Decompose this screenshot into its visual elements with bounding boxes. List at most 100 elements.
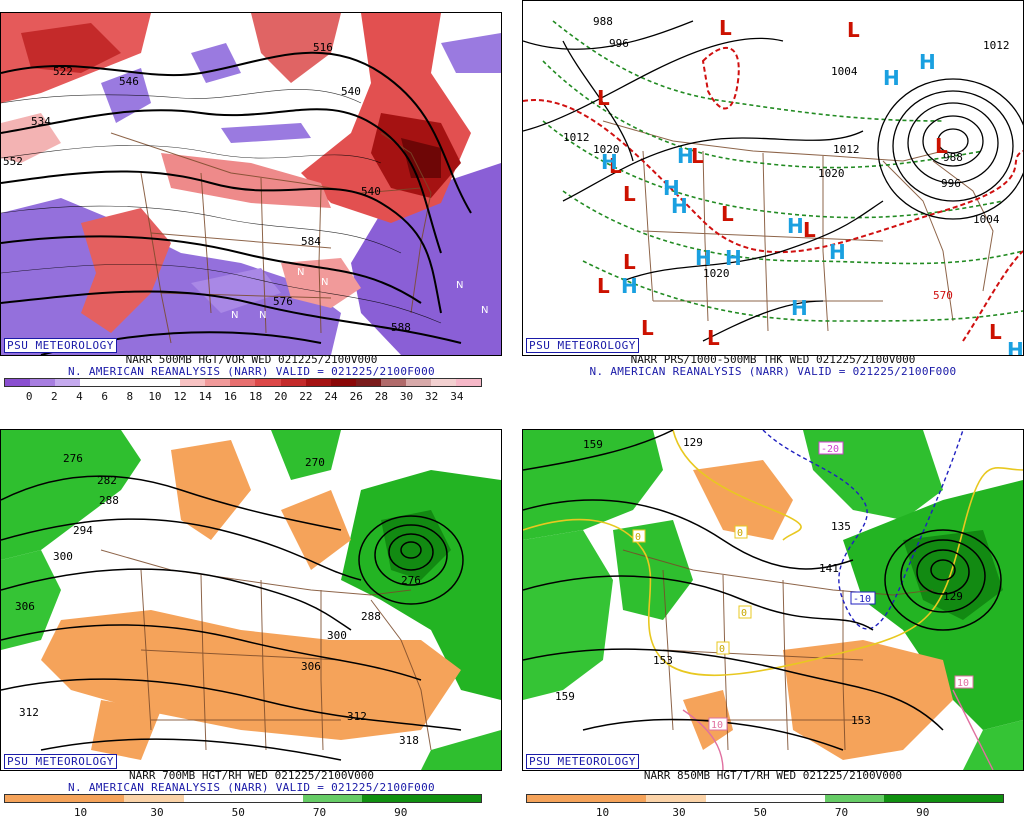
colorbar-swatch: [5, 379, 31, 386]
temp-label: 0: [719, 644, 725, 655]
high-marker: H: [883, 66, 900, 90]
rh-colorbar-labels: 10 30 50 70 90: [4, 806, 482, 819]
isobars: [523, 20, 1023, 342]
contour-label: 584: [301, 235, 321, 248]
low-pressure-markers: L L L L L L L L L L L L L L: [597, 16, 1002, 350]
tick-label: 70: [312, 806, 327, 819]
colorbar-swatch: [305, 379, 331, 386]
low-marker: L: [691, 144, 704, 168]
positive-vorticity-region: [161, 153, 331, 208]
positive-vorticity-region: [21, 23, 121, 73]
isobar-label: 1004: [831, 65, 858, 78]
colorbar-swatch: [30, 379, 56, 386]
contour-label: 159: [583, 438, 603, 451]
caption-validity: N. AMERICAN REANALYSIS (NARR) VALID = 02…: [589, 365, 957, 378]
isobar-label: 996: [609, 37, 629, 50]
colorbar-swatch: [455, 379, 481, 386]
dry-region: [171, 440, 251, 540]
temperature-10c-isotherm: [682, 689, 994, 770]
high-marker: H: [791, 296, 808, 320]
vorticity-maximum: [401, 138, 441, 178]
tick-label: 32: [425, 390, 439, 403]
moist-region: [523, 530, 613, 700]
psu-branding: PSU METEOROLOGY: [4, 754, 117, 769]
panel-500mb-vorticity: 516 522 534 540 546 552 584 576 588 540 …: [0, 12, 503, 404]
contour-label: 306: [15, 600, 35, 613]
high-marker: H: [787, 214, 804, 238]
contour-label: 522: [53, 65, 73, 78]
colorbar-swatch: [330, 379, 356, 386]
negative-vorticity-region: [441, 33, 501, 73]
tick-label: 8: [126, 390, 134, 403]
colorbar-swatch: [230, 379, 256, 386]
low-marker: L: [721, 202, 734, 226]
high-marker: H: [829, 240, 846, 264]
marker-label: N: [481, 305, 488, 316]
rh-colorbar: [526, 794, 1004, 803]
rh-colorbar-labels: 10 30 50 70 90: [526, 806, 1004, 819]
contour-label: 588: [391, 321, 411, 334]
low-marker: L: [935, 134, 948, 158]
low-marker: L: [597, 86, 610, 110]
psu-branding: PSU METEOROLOGY: [526, 754, 639, 769]
tick-label: 22: [299, 390, 313, 403]
contour-label: 153: [653, 654, 673, 667]
colorbar-swatch: [180, 379, 206, 386]
temp-label: -10: [853, 594, 871, 605]
tick-label: 28: [374, 390, 388, 403]
negative-vorticity-region: [221, 123, 311, 143]
isobar-label: 1012: [563, 131, 590, 144]
marker-label: N: [259, 310, 266, 321]
tick-label: 20: [274, 390, 288, 403]
colorbar-swatch: [255, 379, 281, 386]
contour-label: 288: [361, 610, 381, 623]
caption-validity: N. AMERICAN REANALYSIS (NARR) VALID = 02…: [68, 365, 435, 378]
tick-label: 6: [101, 390, 108, 403]
low-marker: L: [609, 154, 622, 178]
moist-region: [271, 430, 341, 480]
contour-label: 300: [53, 550, 73, 563]
vorticity-colorbar-labels: 0 2 4 6 8 10 12 14 16 18 20 22 24 26 28 30 32 34: [4, 390, 482, 403]
marker-label: N: [297, 267, 304, 278]
temp-label: 10: [711, 720, 723, 731]
contour-label: 294: [73, 524, 93, 537]
negative-vorticity-region: [191, 268, 281, 313]
tick-label: 10: [148, 390, 162, 403]
high-pressure-markers: H H H H H H H H H H H H H: [601, 50, 1023, 355]
thickness-540-line: [523, 46, 1023, 342]
dry-region: [693, 460, 793, 540]
isobar-label: 1020: [593, 143, 620, 156]
colorbar-swatch: [380, 379, 406, 386]
rh-colorbar: [4, 794, 482, 803]
isobar-label: 1020: [818, 167, 845, 180]
caption-validity: N. AMERICAN REANALYSIS (NARR) VALID = 02…: [68, 781, 435, 794]
marker-label: N: [321, 277, 328, 288]
tick-label: 10: [595, 806, 610, 819]
high-marker: H: [663, 176, 680, 200]
colorbar-swatch: [80, 379, 106, 386]
caption-title: NARR PRS/1000-500MB THK WED 021225/2100V…: [630, 353, 916, 366]
temperature-labels: -20 -10 0 0 0 0 10 10: [632, 441, 974, 731]
psu-branding: PSU METEOROLOGY: [4, 338, 117, 353]
high-marker: H: [671, 194, 688, 218]
colorbar-swatch: [430, 379, 456, 386]
tick-label: 30: [150, 806, 164, 819]
tick-label: 90: [394, 806, 408, 819]
contour-label: 540: [341, 85, 361, 98]
isobar-label: 988: [943, 151, 963, 164]
colorbar-swatch: [130, 379, 156, 386]
colorbar-swatch: [105, 379, 131, 386]
moist-region: [523, 430, 663, 540]
moist-region: [613, 520, 693, 620]
colorbar-swatch: [355, 379, 381, 386]
temp-label: 0: [741, 608, 747, 619]
positive-vorticity-region: [251, 13, 341, 83]
thickness-contours: [542, 20, 1023, 322]
isobar-label: 1012: [833, 143, 860, 156]
high-marker: H: [677, 144, 694, 168]
high-marker: H: [621, 274, 638, 298]
contour-label: 546: [119, 75, 139, 88]
tick-label: 34: [450, 390, 464, 403]
low-marker: L: [641, 316, 654, 340]
contour-label: 276: [63, 452, 83, 465]
